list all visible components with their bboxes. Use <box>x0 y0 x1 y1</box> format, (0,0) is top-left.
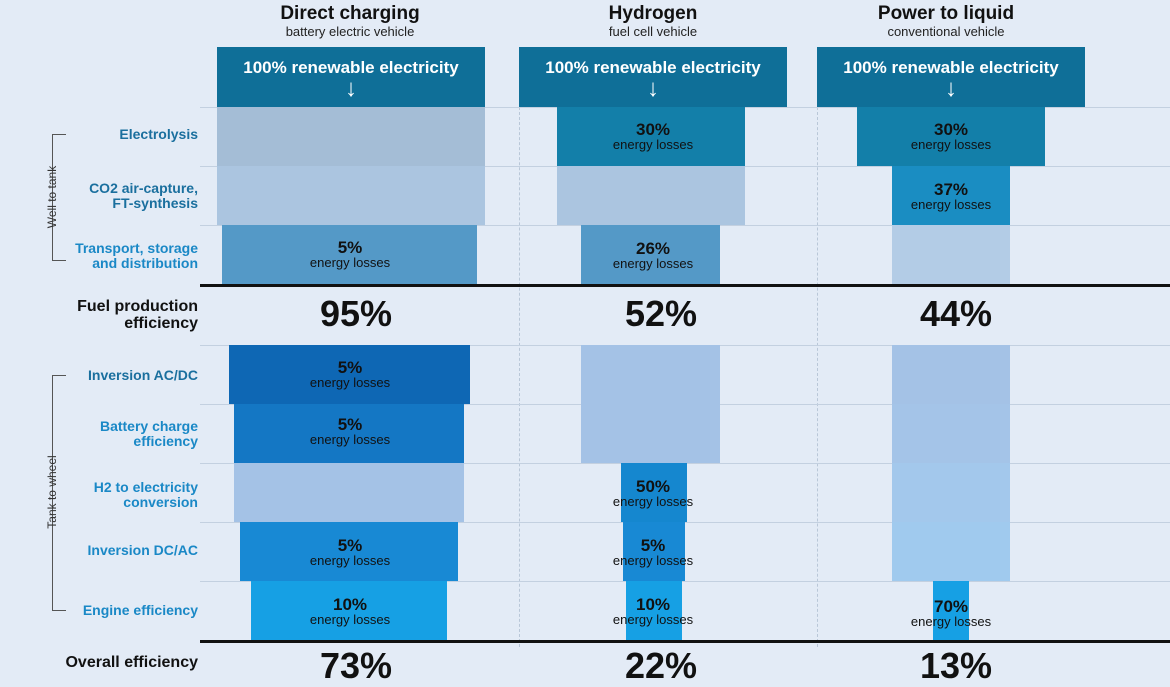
col-subtitle-direct: battery electric vehicle <box>285 24 415 39</box>
bar-hydrogen-transport <box>581 225 720 285</box>
fuel-eff-hydrogen: 52% <box>624 293 698 334</box>
bar-hydrogen-battery <box>581 404 720 463</box>
header-box-ptl: 100% renewable electricity ↓ <box>817 47 1085 107</box>
overall-eff-ptl: 13% <box>919 645 993 686</box>
row-label-h2: H2 to electricity conversion <box>93 479 198 510</box>
loss-label: 37% energy losses <box>910 180 992 212</box>
fuel-separator <box>200 284 1170 287</box>
col-subtitle-hydrogen: fuel cell vehicle <box>608 24 698 39</box>
row-label-inversion-acdc: Inversion AC/DC <box>88 367 198 383</box>
row-label-co2: CO2 air-capture, FT-synthesis <box>89 180 198 211</box>
bar-direct-battery <box>234 404 464 463</box>
fuel-eff-direct: 95% <box>319 293 393 334</box>
bracket-tick <box>52 260 66 261</box>
loss-label: 5% energy losses <box>612 536 694 568</box>
header-text: 100% renewable electricity <box>843 58 1059 77</box>
row-label-electrolysis: Electrolysis <box>119 126 198 142</box>
row-label-inversion-dcac: Inversion DC/AC <box>87 542 198 558</box>
bar-ptl-electrolysis <box>857 107 1045 166</box>
header-box-direct: 100% renewable electricity ↓ <box>217 47 485 107</box>
down-arrow-icon: ↓ <box>647 75 659 102</box>
bar-ptl-transport <box>892 225 1010 285</box>
bracket-tick <box>52 134 66 135</box>
bar-direct-inversion-dcac <box>240 522 458 581</box>
loss-label: 26% energy losses <box>612 239 694 271</box>
bar-ptl-inversion-dcac <box>892 522 1010 581</box>
loss-label: 30% energy losses <box>612 120 694 152</box>
row-label-battery: Battery charge efficiency <box>99 418 198 449</box>
loss-label: 5% energy losses <box>309 536 391 568</box>
header-text: 100% renewable electricity <box>545 58 761 77</box>
bar-hydrogen-engine <box>626 581 682 640</box>
overall-eff-direct: 73% <box>319 645 393 686</box>
well-to-tank-bracket <box>52 134 53 260</box>
loss-label: 10% energy losses <box>612 595 694 627</box>
bar-hydrogen-h2 <box>621 463 687 522</box>
col-title-hydrogen: Hydrogen <box>608 3 698 24</box>
bar-ptl-h2 <box>892 463 1010 522</box>
bar-direct-electrolysis <box>217 107 485 166</box>
bar-ptl-co2 <box>892 166 1010 225</box>
bar-ptl-engine <box>933 581 969 640</box>
stage-label-tank-to-wheel: Tank to wheel <box>45 455 59 529</box>
row-label-engine: Engine efficiency <box>82 602 198 618</box>
bar-hydrogen-co2 <box>557 166 745 225</box>
col-subtitle-ptl: conventional vehicle <box>887 24 1005 39</box>
down-arrow-icon: ↓ <box>945 75 957 102</box>
fuel-production-label: Fuel production efficiency <box>77 298 198 332</box>
bracket-tick <box>52 375 66 376</box>
col-title-ptl: Power to liquid <box>877 3 1015 24</box>
stage-label-well-to-tank: Well to tank <box>45 165 59 229</box>
header-box-hydrogen: 100% renewable electricity ↓ <box>519 47 787 107</box>
bar-direct-engine <box>251 581 447 640</box>
down-arrow-icon: ↓ <box>345 75 357 102</box>
bar-hydrogen-inversion-dcac <box>623 522 685 581</box>
loss-label: 50% energy losses <box>612 477 694 509</box>
overall-separator <box>200 640 1170 643</box>
bar-ptl-battery <box>892 404 1010 463</box>
bar-direct-co2 <box>217 166 485 225</box>
bar-hydrogen-inversion-acdc <box>581 345 720 404</box>
bar-direct-h2 <box>234 463 464 522</box>
bar-direct-inversion-acdc <box>229 345 470 404</box>
overall-eff-hydrogen: 22% <box>624 645 698 686</box>
header-text: 100% renewable electricity <box>243 58 459 77</box>
loss-label: 5% energy losses <box>309 238 391 270</box>
row-label-transport: Transport, storage and distribution <box>75 240 198 271</box>
loss-label: 5% energy losses <box>309 358 391 390</box>
bar-ptl-inversion-acdc <box>892 345 1010 404</box>
fuel-eff-ptl: 44% <box>919 293 993 334</box>
bar-direct-transport <box>222 225 477 285</box>
loss-label: 30% energy losses <box>910 120 992 152</box>
bracket-tick <box>52 610 66 611</box>
loss-label: 5% energy losses <box>309 415 391 447</box>
col-title-direct: Direct charging <box>280 3 420 24</box>
loss-label: 10% energy losses <box>309 595 391 627</box>
tank-to-wheel-bracket <box>52 375 53 610</box>
loss-label: 70% energy losses <box>910 597 992 629</box>
bar-hydrogen-electrolysis <box>557 107 745 166</box>
